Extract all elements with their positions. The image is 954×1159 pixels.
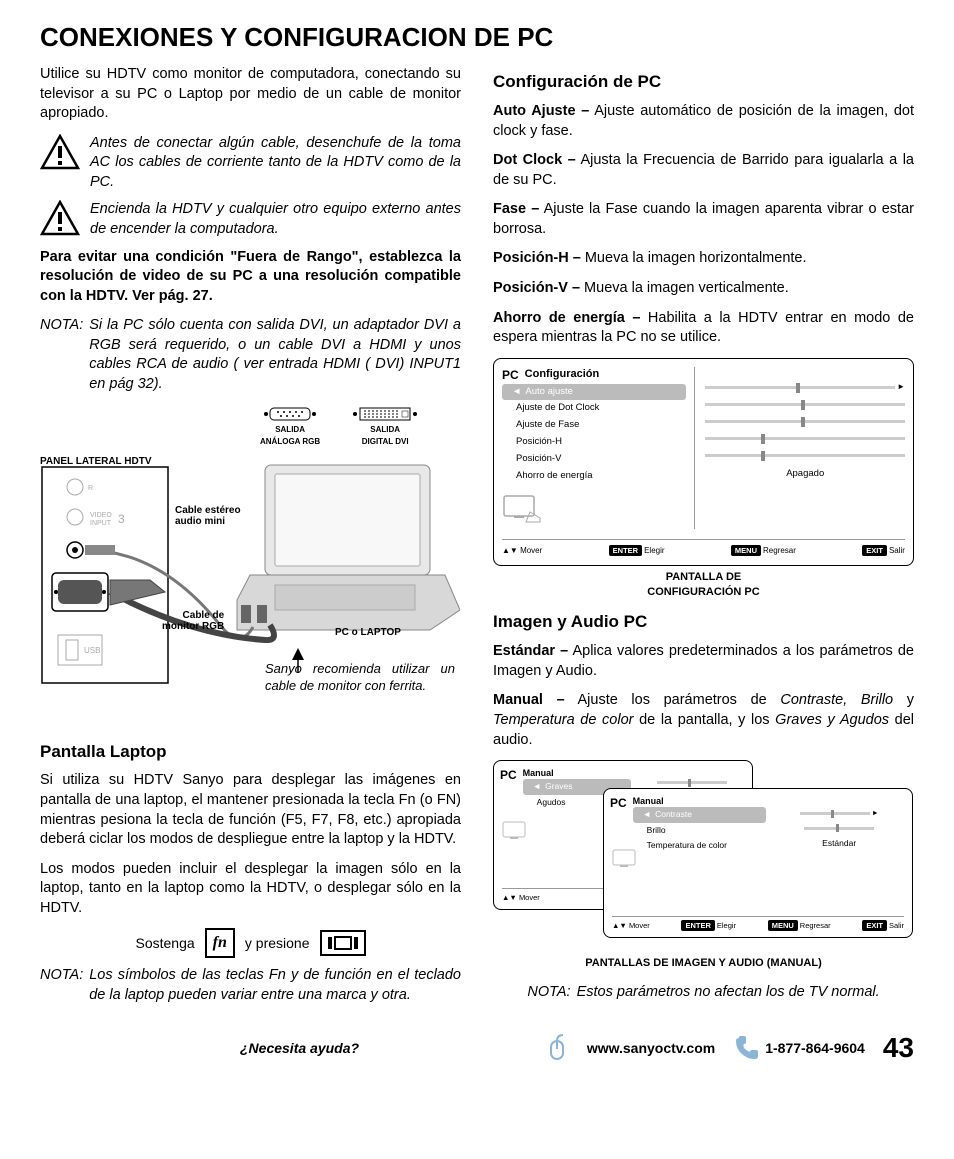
auto-ajuste: Auto Ajuste – Ajuste automático de posic…	[493, 102, 914, 141]
tv-icon	[502, 821, 532, 845]
enter-hint: ENTERElegir	[609, 546, 665, 557]
menu-ahorro: Ahorro de energía	[502, 468, 686, 485]
menu-auto-ajuste: ◄Auto ajuste	[502, 384, 686, 401]
left-column: Utilice su HDTV como monitor de computad…	[40, 65, 461, 1015]
pc-config-menu: PC Configuración ◄Auto ajuste Ajuste de …	[493, 358, 914, 566]
warning-1: Antes de conectar algún cable, desenchuf…	[40, 134, 461, 193]
intro-text: Utilice su HDTV como monitor de computad…	[40, 65, 461, 124]
pc-laptop-label: PC o LAPTOP	[335, 627, 401, 638]
tv-icon	[502, 494, 542, 524]
slider-4	[705, 434, 905, 444]
fn-key-row: Sostenga fn y presione	[40, 928, 461, 958]
warning-icon	[40, 200, 80, 236]
sanyo-ferrite-note: Sanyo recomienda utilizar un cable de mo…	[265, 660, 455, 695]
image-menu-front: PC Manual ◄Contraste Brillo Temperatura …	[603, 788, 913, 938]
pos-v: Posición-V – Mueva la imagen verticalmen…	[493, 279, 914, 299]
slider-2	[705, 400, 905, 410]
menu-fase: Ajuste de Fase	[502, 417, 686, 434]
exit-hint: EXITSalir	[862, 546, 905, 557]
note-2: NOTA: Los símbolos de las teclas Fn y de…	[40, 966, 461, 1005]
note-2-text: Los símbolos de las teclas Fn y de funci…	[89, 966, 461, 1005]
note-1: NOTA: Si la PC sólo cuenta con salida DV…	[40, 316, 461, 394]
page-title: CONEXIONES Y CONFIGURACION DE PC	[40, 20, 914, 55]
cable-rgb-label: Cable demonitor RGB	[162, 610, 224, 632]
warning-icon	[40, 134, 80, 170]
pc-icon-label: PC	[502, 367, 519, 383]
dvi-port: SALIDA DIGITAL DVI	[350, 405, 420, 449]
estandar: Estándar – Aplica valores predeterminado…	[493, 642, 914, 681]
menu-hint: MENURegresar	[731, 546, 796, 557]
laptop-heading: Pantalla Laptop	[40, 741, 461, 764]
page-footer: ¿Necesita ayuda? www.sanyoctv.com 1-877-…	[40, 1029, 914, 1067]
slider-1: ►	[705, 383, 905, 393]
manual-title: Manual	[633, 795, 767, 807]
mini-slider	[800, 812, 870, 815]
caption-imagen-audio: PANTALLAS DE IMAGEN Y AUDIO (MANUAL)	[493, 956, 914, 971]
manual-title: Manual	[523, 767, 632, 779]
estandar-value: Estándar	[822, 838, 856, 849]
manual: Manual – Ajuste los parámetros de Contra…	[493, 691, 914, 750]
ahorro: Ahorro de energía – Habilita a la HDTV e…	[493, 309, 914, 348]
menu-footer: ▲▼ Mover ENTERElegir MENURegresar EXITSa…	[502, 539, 905, 557]
rgb-label-1: SALIDA	[275, 425, 305, 436]
caption-config: PANTALLA DECONFIGURACIÓN PC	[493, 570, 914, 600]
note-1-text: Si la PC sólo cuenta con salida DVI, un …	[89, 316, 461, 394]
fn-key: fn	[205, 928, 235, 958]
page-number: 43	[883, 1029, 914, 1067]
tv-icon	[612, 849, 642, 873]
laptop-p1: Si utiliza su HDTV Sanyo para desplegar …	[40, 771, 461, 849]
footer-phone: 1-877-864-9604	[733, 1035, 865, 1061]
menu-brillo: Brillo	[633, 823, 767, 838]
slider-3	[705, 417, 905, 427]
apagado-value: Apagado	[705, 468, 905, 481]
dot-clock: Dot Clock – Ajusta la Frecuencia de Barr…	[493, 151, 914, 190]
note-label: NOTA:	[527, 983, 570, 1003]
menu-pos-h: Posición-H	[502, 434, 686, 451]
front-menu-footer: ▲▼ Mover ENTERElegir MENURegresar EXITSa…	[612, 916, 904, 931]
mini-slider	[657, 781, 727, 784]
slider-5	[705, 451, 905, 461]
note-label: NOTA:	[40, 966, 83, 1005]
fase: Fase – Ajuste la Fase cuando la imagen a…	[493, 200, 914, 239]
warning-2-text: Encienda la HDTV y cualquier otro equipo…	[90, 200, 461, 239]
menu-pos-v: Posición-V	[502, 451, 686, 468]
pos-h: Posición-H – Mueva la imagen horizontalm…	[493, 249, 914, 269]
dvi-label-1: SALIDA	[370, 425, 400, 436]
connection-diagram: SALIDA ANÁLOGA RGB SALIDA DIGITAL DVI PA…	[40, 405, 461, 735]
phone-icon	[733, 1035, 759, 1061]
pc-icon-label: PC	[500, 767, 517, 783]
menu-dot-clock: Ajuste de Dot Clock	[502, 400, 686, 417]
mini-slider	[804, 827, 874, 830]
help-text: ¿Necesita ayuda?	[240, 1039, 359, 1058]
warning-2: Encienda la HDTV y cualquier otro equipo…	[40, 200, 461, 239]
note-3: NOTA: Estos parámetros no afectan los de…	[493, 983, 914, 1003]
rgb-port: SALIDA ANÁLOGA RGB	[260, 405, 320, 449]
display-toggle-key	[320, 930, 366, 956]
mover-hint: ▲▼ Mover	[502, 546, 542, 557]
footer-url: www.sanyoctv.com	[587, 1039, 715, 1058]
imagen-audio-heading: Imagen y Audio PC	[493, 611, 914, 634]
avoid-range-text: Para evitar una condición "Fuera de Rang…	[40, 248, 461, 307]
rgb-label-2: ANÁLOGA RGB	[260, 437, 320, 448]
mouse-icon	[545, 1033, 569, 1063]
ypresione-text: y presione	[245, 934, 310, 953]
port-labels: SALIDA ANÁLOGA RGB SALIDA DIGITAL DVI	[260, 405, 420, 449]
menu-title: Configuración	[525, 367, 600, 382]
dvi-label-2: DIGITAL DVI	[362, 437, 409, 448]
dual-menu-screenshot: PC Manual ◄Graves Agudos ▲▼ Mover ENTERE…	[493, 760, 914, 950]
warning-1-text: Antes de conectar algún cable, desenchuf…	[90, 134, 461, 193]
sostenga-text: Sostenga	[136, 934, 195, 953]
menu-temp: Temperatura de color	[633, 838, 767, 853]
note-3-text: Estos parámetros no afectan los de TV no…	[577, 983, 880, 1003]
right-column: Configuración de PC Auto Ajuste – Ajuste…	[493, 65, 914, 1015]
config-heading: Configuración de PC	[493, 71, 914, 94]
laptop-p2: Los modos pueden incluir el desplegar la…	[40, 860, 461, 919]
menu-contraste: ◄Contraste	[633, 807, 767, 822]
cables-svg	[40, 465, 460, 685]
pc-icon-label: PC	[610, 795, 627, 811]
cable-stereo-label: Cable estéreoaudio mini	[175, 505, 241, 527]
note-label: NOTA:	[40, 316, 83, 394]
